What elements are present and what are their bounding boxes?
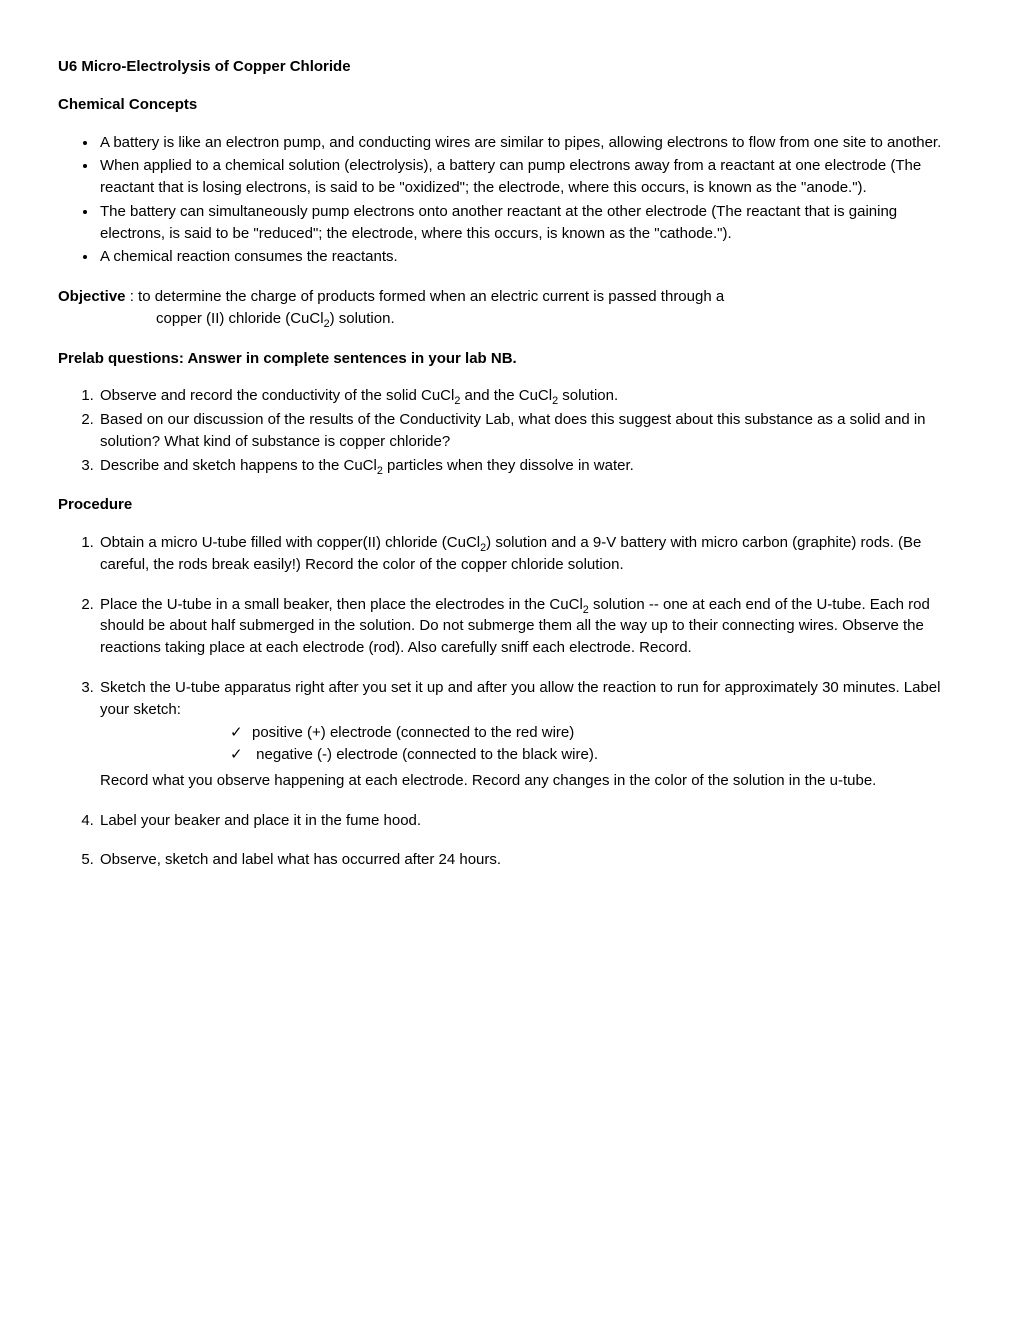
procedure-3-intro: Sketch the U-tube apparatus right after … (100, 679, 940, 718)
document-title: U6 Micro-Electrolysis of Copper Chloride (58, 56, 962, 78)
sketch-label-list: positive (+) electrode (connected to the… (230, 722, 962, 766)
objective-block: Objective : to determine the charge of p… (58, 286, 962, 330)
objective-text-1: : to determine the charge of products fo… (126, 288, 725, 305)
list-item: When applied to a chemical solution (ele… (98, 155, 962, 199)
objective-text-2: copper (II) chloride (CuCl2) solution. (58, 308, 962, 330)
list-item: Observe, sketch and label what has occur… (98, 849, 962, 871)
procedure-3-tail: Record what you observe happening at eac… (100, 770, 962, 792)
objective-label: Objective (58, 288, 126, 305)
list-item: negative (-) electrode (connected to the… (230, 744, 962, 766)
list-item: Label your beaker and place it in the fu… (98, 810, 962, 832)
list-item: A battery is like an electron pump, and … (98, 132, 962, 154)
list-item: Obtain a micro U-tube filled with copper… (98, 532, 962, 576)
list-item: The battery can simultaneously pump elec… (98, 201, 962, 245)
list-item: Observe and record the conductivity of t… (98, 385, 962, 407)
prelab-heading: Prelab questions: Answer in complete sen… (58, 348, 962, 370)
list-item: Place the U-tube in a small beaker, then… (98, 594, 962, 659)
prelab-list: Observe and record the conductivity of t… (58, 385, 962, 476)
procedure-heading: Procedure (58, 494, 962, 516)
list-item: Sketch the U-tube apparatus right after … (98, 677, 962, 792)
procedure-list: Obtain a micro U-tube filled with copper… (58, 532, 962, 871)
list-item: A chemical reaction consumes the reactan… (98, 246, 962, 268)
concepts-heading: Chemical Concepts (58, 94, 962, 116)
list-item: Based on our discussion of the results o… (98, 409, 962, 453)
concepts-list: A battery is like an electron pump, and … (58, 132, 962, 269)
list-item: positive (+) electrode (connected to the… (230, 722, 962, 744)
list-item: Describe and sketch happens to the CuCl2… (98, 455, 962, 477)
